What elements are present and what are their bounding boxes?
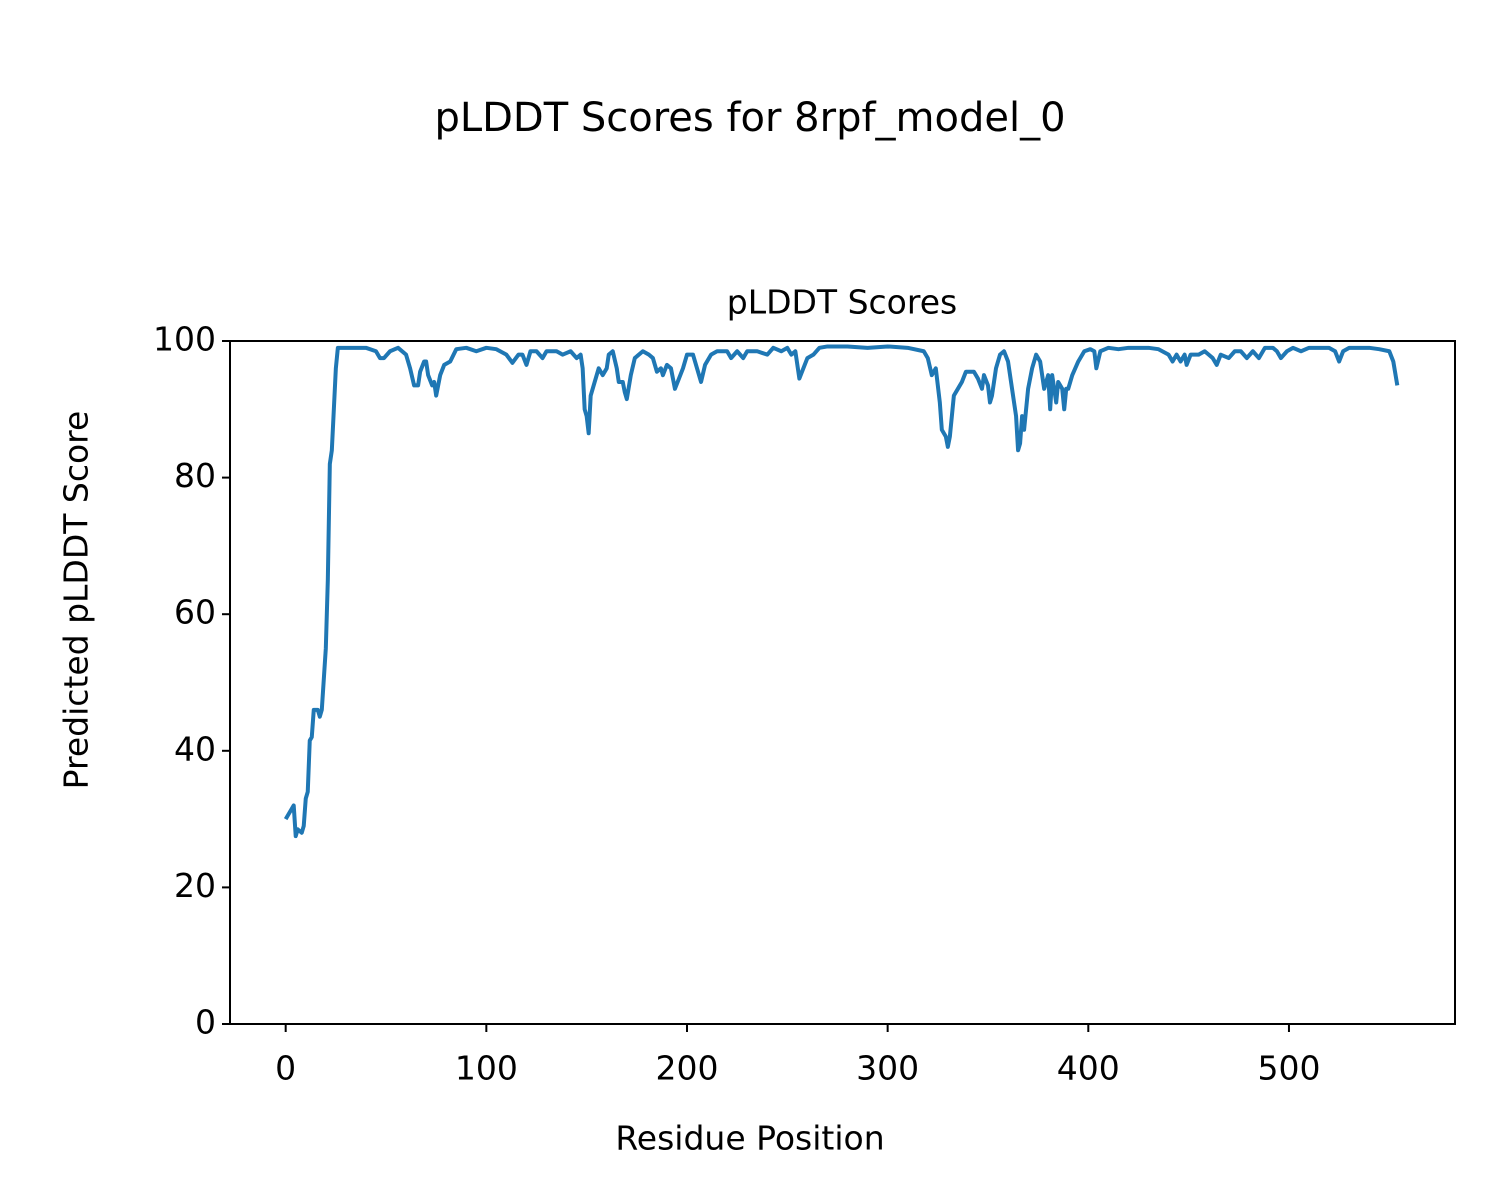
y-tick-label: 80: [174, 456, 216, 495]
x-tick-label: 100: [455, 1049, 518, 1088]
data-line: [283, 344, 1400, 839]
y-tick-label: 40: [174, 729, 216, 768]
y-tick-label: 100: [153, 320, 216, 359]
axes-title: pLDDT Scores: [727, 283, 957, 322]
y-tick-label: 20: [174, 866, 216, 905]
x-tick-label: 400: [1057, 1049, 1120, 1088]
x-tick-label: 0: [275, 1049, 296, 1088]
axes-frame: [229, 340, 1456, 1025]
chart-title: pLDDT Scores for 8rpf_model_0: [434, 95, 1065, 141]
y-tick-label: 0: [195, 1003, 216, 1042]
y-tick-label: 60: [174, 593, 216, 632]
x-tick-label: 500: [1257, 1049, 1320, 1088]
y-axis-label: Predicted pLDDT Score: [57, 411, 96, 790]
x-tick-label: 200: [655, 1049, 718, 1088]
x-axis-label: Residue Position: [615, 1119, 884, 1158]
x-tick-label: 300: [856, 1049, 919, 1088]
